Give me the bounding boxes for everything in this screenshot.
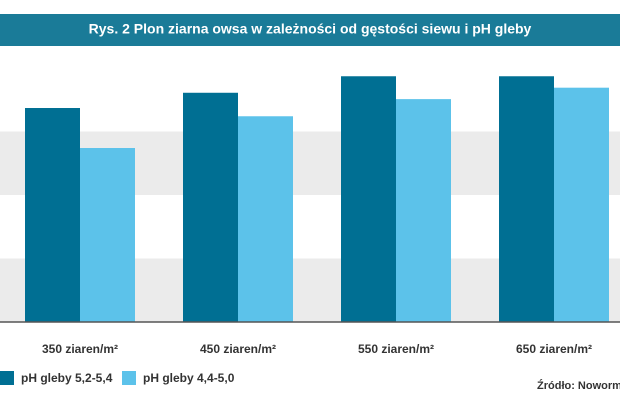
source: Źródło: Nowormi	[537, 379, 620, 392]
x-tick-label: 650 ziaren/m²	[516, 342, 592, 356]
plot-area	[0, 68, 620, 323]
legend-label: pH gleby 5,2-5,4	[21, 371, 113, 385]
bar	[341, 76, 396, 322]
bar	[554, 87, 609, 322]
bar	[499, 76, 554, 322]
x-tick-label: 450 ziaren/m²	[200, 342, 276, 356]
x-tick-label: 550 ziaren/m²	[358, 342, 434, 356]
x-tick-label: 350 ziaren/m²	[42, 342, 118, 356]
legend-swatch	[0, 371, 14, 385]
legend-swatch	[122, 371, 136, 385]
bar	[25, 108, 80, 322]
legend-label: pH gleby 4,4-5,0	[143, 371, 235, 385]
chart-title: Rys. 2 Plon ziarna owsa w zależności od …	[89, 21, 532, 37]
bar	[80, 148, 135, 322]
bar	[238, 116, 293, 322]
bar	[396, 99, 451, 323]
bar	[183, 92, 238, 322]
title-bar	[0, 14, 620, 46]
